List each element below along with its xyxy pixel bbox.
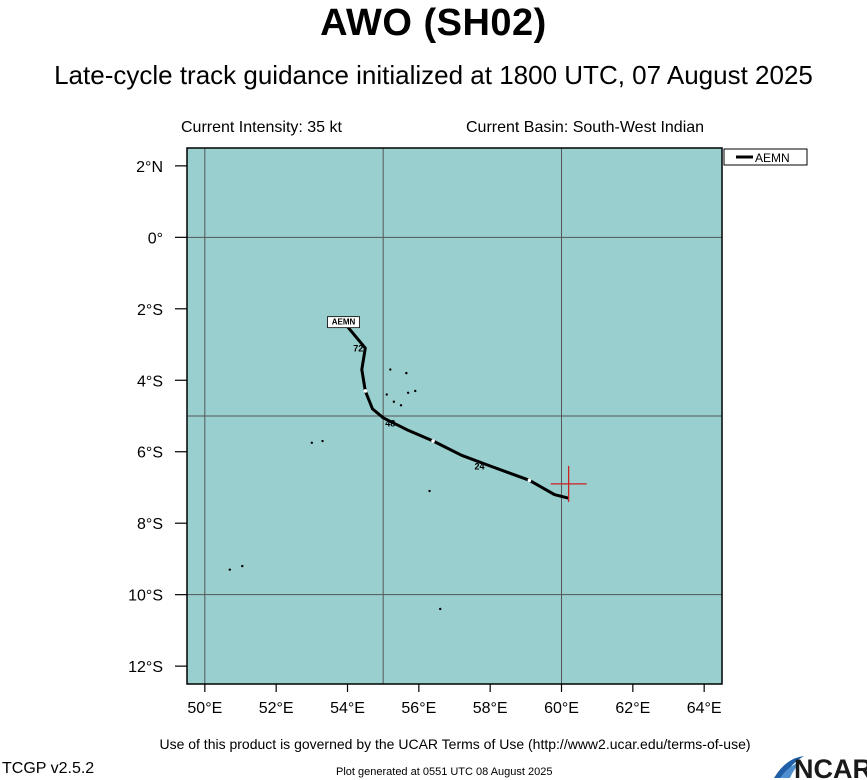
legend-entry: AEMN	[755, 151, 790, 165]
map-subtitle: Late-cycle track guidance initialized at…	[54, 60, 813, 90]
island	[405, 371, 408, 375]
island	[321, 439, 324, 443]
island	[406, 391, 410, 394]
ncar-logo-text: NCAR	[794, 754, 867, 780]
island	[241, 564, 244, 568]
lat-tick-label: 0°	[148, 230, 163, 247]
terms-of-use: Use of this product is governed by the U…	[159, 736, 751, 752]
island	[439, 607, 442, 611]
island	[385, 393, 388, 396]
lat-tick-label: 10°S	[128, 588, 163, 605]
lon-tick-label: 50°E	[187, 700, 222, 717]
lon-tick-label: 58°E	[473, 700, 508, 717]
legend-box	[723, 148, 808, 166]
lon-tick-label: 60°E	[544, 700, 579, 717]
lat-tick-label: 6°S	[137, 445, 163, 462]
forecast-hour-label: 24	[474, 462, 484, 472]
lat-tick-label: 12°S	[128, 659, 163, 676]
track-end-label-box	[327, 316, 360, 329]
lon-tick-label: 64°E	[687, 700, 722, 717]
lat-tick-label: 2°N	[136, 159, 163, 176]
lon-tick-label: 56°E	[401, 700, 436, 717]
island	[392, 400, 396, 403]
forecast-hour-label: 72	[353, 344, 363, 354]
current-intensity: Current Intensity: 35 kt	[181, 119, 342, 136]
track-time-dot	[527, 478, 532, 483]
lon-tick-label: 52°E	[259, 700, 294, 717]
island	[414, 389, 417, 393]
lon-tick-label: 62°E	[615, 700, 650, 717]
island	[389, 368, 392, 371]
version-label: TCGP v2.5.2	[2, 760, 95, 777]
ncar-logo-swoosh-inner	[780, 762, 802, 778]
track-end-label: AEMN	[332, 318, 356, 327]
track-time-dot	[431, 439, 435, 443]
plot-frame	[186, 147, 723, 685]
track-time-dot	[363, 389, 368, 393]
ncar-logo: NCAR	[774, 754, 867, 780]
island	[428, 489, 431, 493]
lat-tick-label: 4°S	[137, 373, 163, 390]
lat-tick-label: 8°S	[137, 516, 163, 533]
lon-tick-label: 54°E	[330, 700, 365, 717]
map-title: AWO (SH02)	[320, 2, 547, 44]
current-basin: Current Basin: South-West Indian	[466, 119, 705, 136]
island	[399, 404, 403, 407]
island	[310, 441, 314, 444]
lat-tick-label: 2°S	[137, 302, 163, 319]
ncar-logo-swoosh	[774, 756, 804, 778]
forecast-hour-label: 48	[385, 419, 395, 429]
island	[228, 568, 231, 571]
generated-timestamp: Plot generated at 0551 UTC 08 August 202…	[336, 766, 553, 778]
